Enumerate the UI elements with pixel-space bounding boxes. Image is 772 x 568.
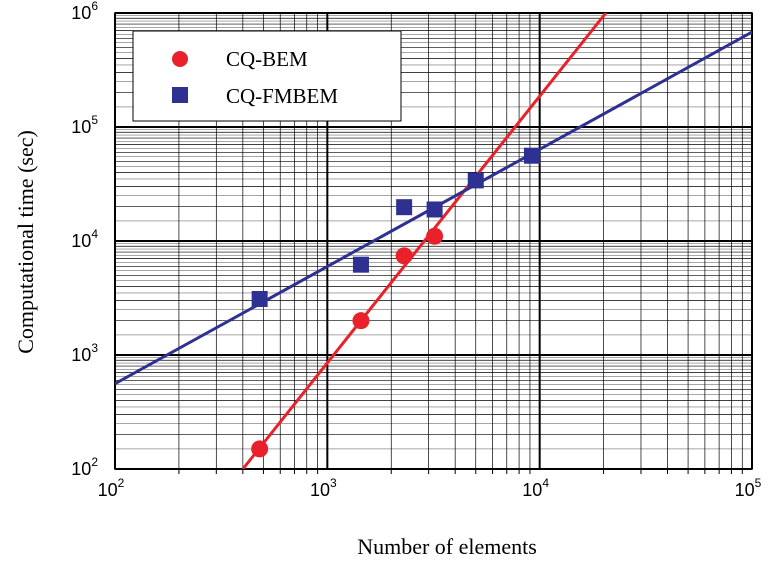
point-cq-bem	[251, 440, 269, 458]
x-tick-label: 104	[522, 476, 549, 500]
y-tick-labels: 102 103 104 105 106	[71, 0, 98, 479]
y-tick-label: 102	[71, 455, 98, 479]
legend-box	[132, 30, 402, 122]
point-cq-fmbem	[352, 256, 369, 273]
y-tick-label: 105	[71, 113, 98, 137]
x-tick-label: 103	[310, 476, 337, 500]
x-tick-label: 102	[98, 476, 125, 500]
fit-line-cq-bem	[241, 13, 608, 469]
legend-marker-cq-bem	[172, 51, 188, 67]
point-cq-bem	[426, 227, 444, 245]
point-cq-bem	[395, 247, 413, 265]
point-cq-fmbem	[426, 201, 443, 218]
legend: CQ-BEM CQ-FMBEM	[132, 30, 402, 122]
point-cq-fmbem	[467, 172, 484, 189]
legend-label-cq-fmbem: CQ-FMBEM	[226, 84, 338, 108]
point-cq-fmbem	[396, 199, 413, 216]
plot-frame	[114, 12, 753, 470]
y-tick-label: 104	[71, 227, 98, 251]
x-tick-label: 105	[735, 476, 762, 500]
legend-marker-cq-fmbem	[172, 87, 188, 103]
point-cq-bem	[352, 312, 370, 330]
point-cq-fmbem	[523, 147, 540, 164]
legend-label-cq-bem: CQ-BEM	[226, 47, 308, 71]
data-markers	[251, 147, 540, 458]
x-axis-title: Number of elements	[357, 534, 537, 559]
x-tick-labels: 102 103 104 105	[98, 476, 762, 500]
y-axis-title: Computational time (sec)	[13, 130, 38, 354]
y-tick-label: 103	[71, 341, 98, 365]
point-cq-fmbem	[251, 290, 268, 307]
y-tick-label: 106	[71, 0, 98, 23]
